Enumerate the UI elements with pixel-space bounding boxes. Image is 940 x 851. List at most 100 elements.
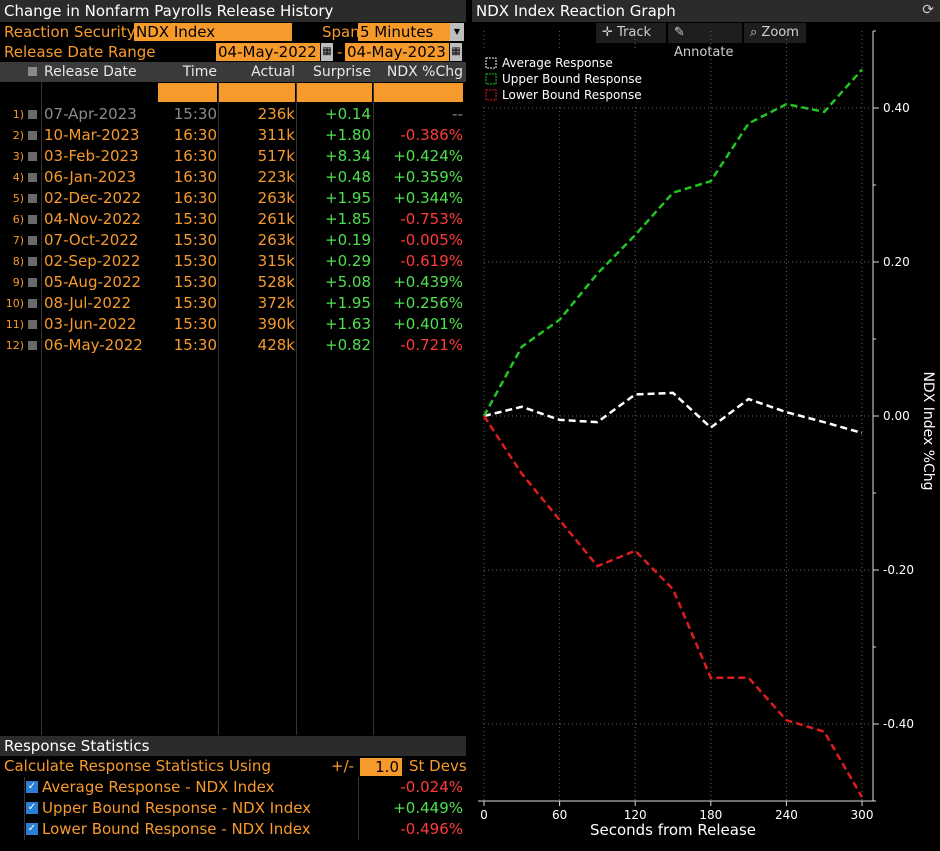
stat-row[interactable]: ✓ Upper Bound Response - NDX Index +0.449% — [0, 798, 466, 819]
row-checkbox[interactable] — [28, 194, 37, 203]
ndx-chg-value: -0.386% — [400, 126, 463, 144]
row-checkbox[interactable] — [28, 320, 37, 329]
stat-checkbox[interactable]: ✓ — [26, 823, 38, 835]
row-checkbox[interactable] — [28, 278, 37, 287]
span-select[interactable]: 5 Minutes — [358, 23, 450, 41]
zoom-button[interactable]: ⌕ Zoom — [744, 23, 806, 43]
y-tick-label: 0.40 — [883, 101, 910, 115]
series-line-average-response — [483, 391, 863, 435]
table-row[interactable]: 6) 04-Nov-2022 15:30 261k +1.85 -0.753% — [0, 209, 466, 230]
row-checkbox[interactable] — [28, 236, 37, 245]
stat-value: -0.496% — [400, 820, 463, 838]
col-surprise[interactable]: Surprise — [313, 64, 371, 80]
release-date: 05-Aug-2022 — [44, 273, 142, 291]
release-time: 15:30 — [173, 336, 217, 354]
x-tick-label: 0 — [480, 808, 488, 822]
surprise-value: +0.19 — [325, 231, 371, 249]
surprise-value: +0.29 — [325, 252, 371, 270]
stdev-input[interactable]: 1.0 — [360, 758, 402, 776]
actual-value: 428k — [257, 336, 295, 354]
calendar-icon[interactable]: ▦ — [450, 43, 462, 61]
release-date: 08-Jul-2022 — [44, 294, 132, 312]
row-checkbox[interactable] — [28, 110, 37, 119]
refresh-icon[interactable]: ⟳ — [922, 2, 934, 18]
table-row[interactable]: 7) 07-Oct-2022 15:30 263k +0.19 -0.005% — [0, 230, 466, 251]
ndx-chg-value: +0.439% — [393, 273, 463, 291]
stat-checkbox[interactable]: ✓ — [26, 781, 38, 793]
calendar-icon[interactable]: ▦ — [321, 43, 333, 61]
table-row[interactable]: 8) 02-Sep-2022 15:30 315k +0.29 -0.619% — [0, 251, 466, 272]
table-row[interactable]: 5) 02-Dec-2022 16:30 263k +1.95 +0.344% — [0, 188, 466, 209]
stat-checkbox[interactable]: ✓ — [26, 802, 38, 814]
surprise-value: +8.34 — [325, 147, 371, 165]
actual-value: 390k — [257, 315, 295, 333]
annotate-button[interactable]: ✎ Annotate — [668, 23, 742, 60]
row-checkbox[interactable] — [28, 257, 37, 266]
table-row[interactable]: 2) 10-Mar-2023 16:30 311k +1.80 -0.386% — [0, 125, 466, 146]
release-date: 02-Dec-2022 — [44, 189, 142, 207]
row-index: 12) — [5, 339, 24, 352]
table-row[interactable]: 9) 05-Aug-2022 15:30 528k +5.08 +0.439% — [0, 272, 466, 293]
calc-stats-label: Calculate Response Statistics Using — [4, 757, 271, 775]
reaction-security-label: Reaction Security — [4, 23, 136, 41]
row-checkbox[interactable] — [28, 341, 37, 350]
col-time[interactable]: Time — [182, 64, 217, 80]
select-all-checkbox[interactable] — [28, 67, 37, 76]
track-button[interactable]: ✛ Track — [596, 23, 666, 43]
row-index: 5) — [12, 192, 24, 205]
table-row[interactable]: 10) 08-Jul-2022 15:30 372k +1.95 +0.256% — [0, 293, 466, 314]
release-time: 15:30 — [173, 315, 217, 333]
date-to-input[interactable]: 04-May-2023 — [345, 43, 449, 61]
ndx-chg-value: -0.753% — [400, 210, 463, 228]
span-label: Span — [322, 23, 360, 41]
actual-value: 517k — [257, 147, 295, 165]
legend-label: Lower Bound Response — [502, 88, 642, 102]
reaction-security-input[interactable]: NDX Index — [134, 23, 292, 41]
response-statistics-title: Response Statistics — [0, 736, 466, 756]
table-row[interactable]: 1) 07-Apr-2023 15:30 236k +0.14 -- — [0, 104, 466, 125]
input-cell-ndx-chg[interactable] — [374, 83, 463, 102]
row-checkbox[interactable] — [28, 152, 37, 161]
row-index: 4) — [12, 171, 24, 184]
input-cell-surprise[interactable] — [297, 83, 372, 102]
ndx-chg-value: +0.424% — [393, 147, 463, 165]
col-release-date[interactable]: Release Date — [44, 64, 137, 80]
release-date: 03-Jun-2022 — [44, 315, 137, 333]
legend-swatch — [485, 73, 497, 85]
row-index: 11) — [5, 318, 24, 331]
col-ndx-chg[interactable]: NDX %Chg — [386, 64, 463, 80]
ndx-chg-value: -0.721% — [400, 336, 463, 354]
release-table: Release Date Time Actual Surprise NDX %C… — [0, 62, 466, 735]
ndx-chg-value: -0.005% — [400, 231, 463, 249]
table-row[interactable]: 11) 03-Jun-2022 15:30 390k +1.63 +0.401% — [0, 314, 466, 335]
stat-row[interactable]: ✓ Average Response - NDX Index -0.024% — [0, 777, 466, 798]
release-time: 15:30 — [173, 231, 217, 249]
release-time: 15:30 — [173, 210, 217, 228]
table-row[interactable]: 4) 06-Jan-2023 16:30 223k +0.48 +0.359% — [0, 167, 466, 188]
row-checkbox[interactable] — [28, 131, 37, 140]
table-header: Release Date Time Actual Surprise NDX %C… — [0, 62, 466, 82]
legend-swatch — [485, 57, 497, 69]
ndx-chg-value: +0.401% — [393, 315, 463, 333]
reaction-chart[interactable]: 0 60 120 180 240 300 0.40 0.20 0.00 -0.20 -0.40 Sec… — [472, 21, 940, 851]
span-dropdown-icon[interactable]: ▼ — [450, 23, 464, 41]
input-cell-actual[interactable] — [219, 83, 295, 102]
release-time: 16:30 — [173, 126, 217, 144]
stat-row[interactable]: ✓ Lower Bound Response - NDX Index -0.496% — [0, 819, 466, 840]
actual-value: 311k — [257, 126, 295, 144]
row-checkbox[interactable] — [28, 299, 37, 308]
release-time: 15:30 — [173, 252, 217, 270]
stat-value: -0.024% — [400, 778, 463, 796]
table-row[interactable]: 3) 03-Feb-2023 16:30 517k +8.34 +0.424% — [0, 146, 466, 167]
date-from-input[interactable]: 04-May-2022 — [216, 43, 320, 61]
chart-title: NDX Index Reaction Graph — [472, 0, 940, 22]
col-actual[interactable]: Actual — [251, 64, 295, 80]
table-row[interactable]: 12) 06-May-2022 15:30 428k +0.82 -0.721% — [0, 335, 466, 356]
row-checkbox[interactable] — [28, 173, 37, 182]
surprise-value: +1.63 — [325, 315, 371, 333]
row-checkbox[interactable] — [28, 215, 37, 224]
legend-swatch — [485, 89, 497, 101]
input-cell-time[interactable] — [158, 83, 217, 102]
column-divider — [218, 82, 219, 735]
release-date: 10-Mar-2023 — [44, 126, 140, 144]
